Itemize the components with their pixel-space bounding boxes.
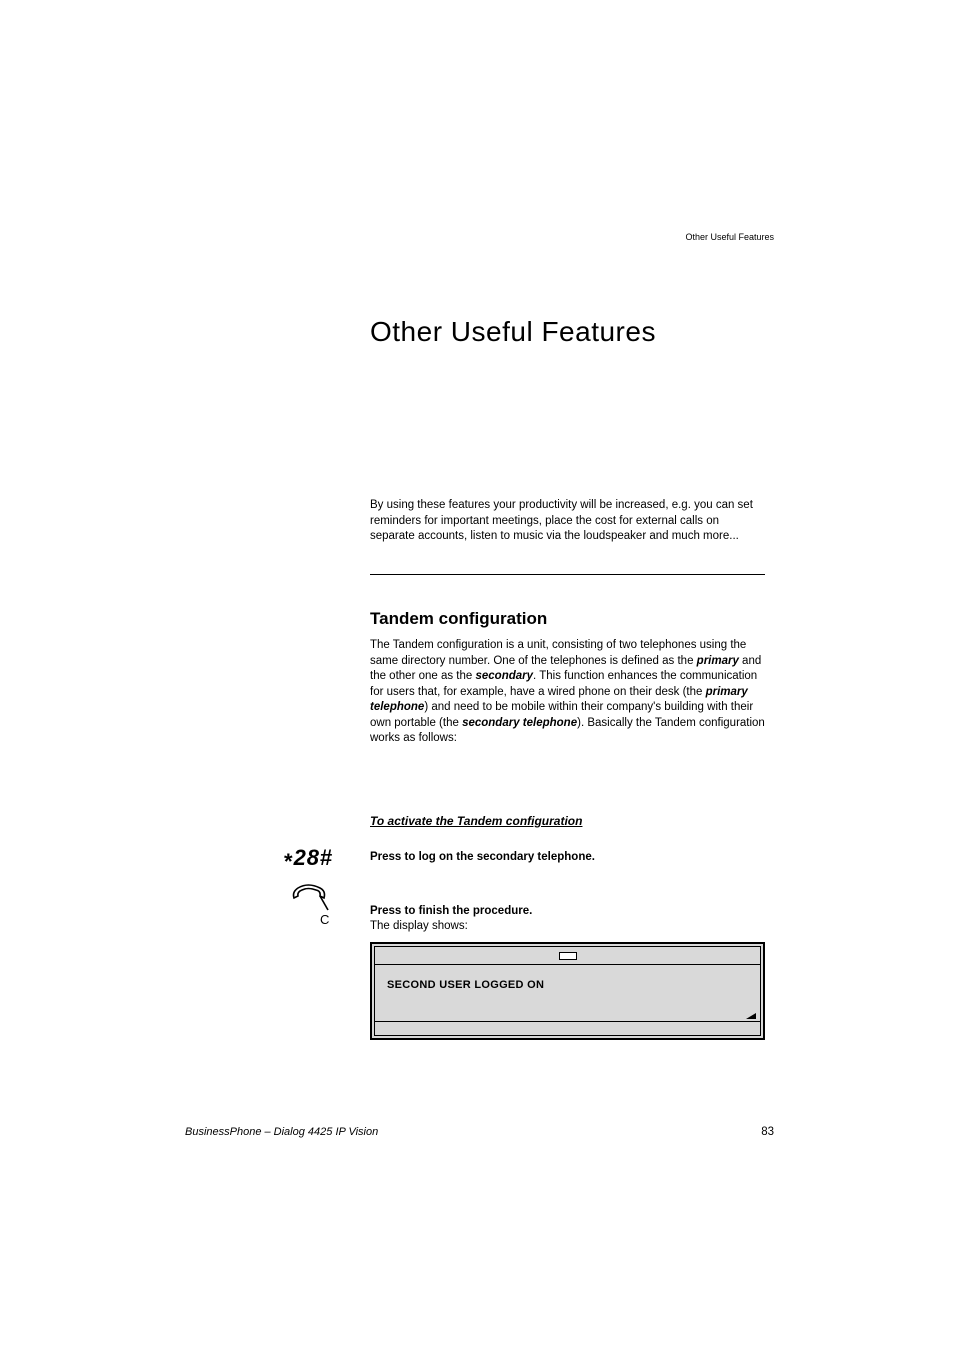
handset-suffix: C: [320, 912, 329, 927]
intro-paragraph: By using these features your productivit…: [370, 498, 765, 545]
display-content: SECOND USER LOGGED ON: [375, 965, 760, 1021]
subsection-heading: To activate the Tandem configuration: [370, 814, 582, 828]
step-text-plain: The display shows:: [370, 920, 468, 932]
display-message: SECOND USER LOGGED ON: [387, 979, 544, 991]
page-number: 83: [761, 1126, 774, 1138]
scroll-indicator-icon: [746, 1013, 756, 1019]
emphasis-secondary-telephone: secondary telephone: [462, 717, 577, 729]
display-inner-frame: SECOND USER LOGGED ON: [374, 946, 761, 1036]
text-run: The Tandem configuration is a unit, cons…: [370, 639, 746, 667]
section-heading: Tandem configuration: [370, 609, 547, 629]
battery-icon: [559, 952, 577, 960]
phone-display: SECOND USER LOGGED ON: [370, 942, 765, 1040]
display-top-bar: [375, 947, 760, 965]
page: Other Useful Features Other Useful Featu…: [0, 0, 954, 1350]
emphasis-primary: primary: [697, 655, 739, 667]
dial-code: 28#: [284, 845, 333, 871]
star-symbol: [284, 845, 294, 871]
emphasis-secondary: secondary: [476, 670, 534, 682]
step-text-bold: Press to finish the procedure.: [370, 905, 532, 917]
hash-symbol: #: [320, 845, 333, 871]
running-header: Other Useful Features: [685, 232, 774, 242]
footer-title: BusinessPhone – Dialog 4425 IP Vision: [185, 1126, 378, 1138]
display-bottom-bar: [375, 1021, 760, 1035]
code-digits: 28: [294, 845, 320, 871]
divider: [370, 574, 765, 575]
step-text: Press to log on the secondary telephone.: [370, 851, 595, 863]
display-outer-frame: SECOND USER LOGGED ON: [370, 942, 765, 1040]
page-title: Other Useful Features: [370, 316, 656, 348]
section-body: The Tandem configuration is a unit, cons…: [370, 638, 765, 747]
